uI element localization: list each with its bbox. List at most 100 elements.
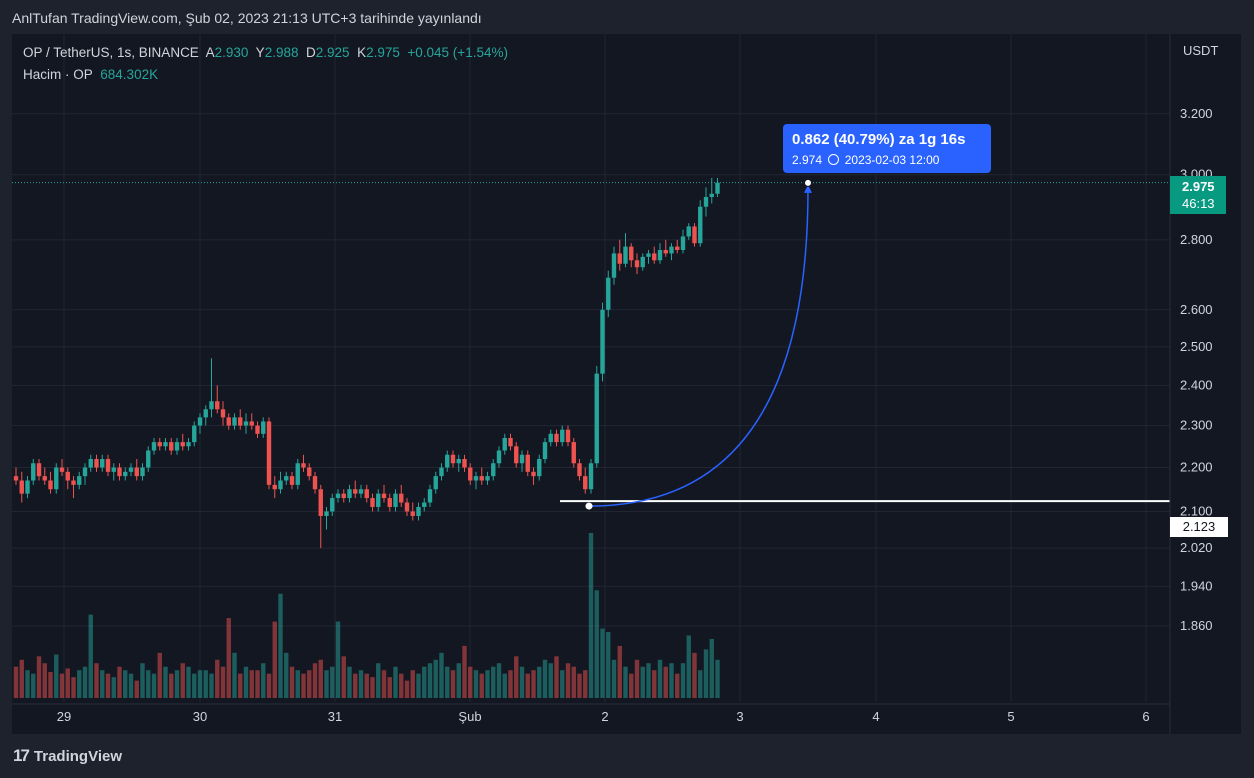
candle-body (634, 260, 640, 268)
horizontal-line-price-tag[interactable]: 2.123 (1170, 517, 1228, 537)
volume-bar (468, 666, 473, 698)
measure-price: 2.974 (792, 153, 823, 167)
volume-bar (611, 659, 617, 698)
candle-body (646, 253, 651, 257)
volume-bar (48, 671, 53, 698)
candle-body (318, 489, 323, 516)
candle-body (410, 511, 415, 516)
price-tick-label: 1.860 (1180, 618, 1213, 633)
volume-bar (445, 666, 450, 698)
volume-bar (312, 663, 318, 698)
price-tick-label: 2.020 (1180, 540, 1213, 555)
time-tick-label: 29 (57, 709, 71, 724)
volume-bar (186, 666, 191, 698)
candle-body (560, 429, 565, 443)
current-price-tag[interactable]: 2.975 46:13 (1170, 176, 1226, 214)
volume-bar (387, 677, 392, 698)
volume-bar (335, 621, 341, 698)
brand-footer[interactable]: 17 TradingView (13, 746, 122, 766)
volume-bar (703, 649, 709, 698)
volume-bar (31, 673, 36, 698)
measure-label[interactable]: 0.862 (40.79%) za 1g 16s 2.974 2023-02-0… (783, 124, 991, 173)
volume-bar (105, 673, 111, 698)
tradingview-logo-icon: 17 (13, 746, 30, 765)
time-tick-label: 31 (328, 709, 342, 724)
measure-headline: 0.862 (40.79%) za 1g 16s (792, 131, 966, 148)
price-tick-label: 3.200 (1180, 106, 1213, 121)
volume-bar (519, 666, 525, 698)
volume-bar (295, 670, 300, 698)
price-tick-label: 2.400 (1180, 377, 1213, 392)
volume-bar (128, 673, 134, 698)
candle-body (289, 476, 295, 485)
symbol-name[interactable]: OP / TetherUS, 1s, BINANCE (23, 45, 199, 60)
volume-bar (439, 652, 444, 698)
volume-bar (226, 618, 231, 698)
candle-body (393, 493, 398, 507)
candle-body (117, 467, 122, 477)
volume-bar (330, 666, 335, 698)
volume-bar (548, 663, 553, 698)
candle-body (376, 493, 381, 507)
candle-body (324, 511, 329, 516)
volume-bar (318, 659, 323, 698)
candle-body (531, 471, 536, 477)
volume-bar (13, 666, 19, 698)
volume-bar (663, 666, 668, 698)
volume-bar (180, 663, 185, 698)
volume-bar (686, 635, 691, 698)
time-tick-label: 6 (1142, 709, 1149, 724)
candle-body (13, 476, 19, 481)
candle-body (686, 226, 691, 237)
change-value: +0.045 (+1.54%) (407, 45, 508, 60)
volume-bar (364, 673, 369, 698)
time-tick-label: 3 (736, 709, 743, 724)
open-value: 2.930 (214, 45, 249, 60)
volume-bar (203, 670, 208, 698)
chart-svg[interactable]: 3.2003.0002.8002.6002.5002.4002.3002.200… (12, 34, 1241, 734)
volume-bar (65, 668, 70, 698)
price-tick-label: 2.600 (1180, 302, 1213, 317)
candle-body (105, 458, 111, 472)
candle-body (525, 454, 530, 472)
price-tick-label: 2.500 (1180, 339, 1213, 354)
volume-bar (577, 673, 582, 698)
candle-body (519, 454, 525, 464)
volume-bar (404, 680, 410, 698)
candle-body (508, 437, 513, 447)
volume-bar (341, 656, 346, 698)
candle-body (330, 498, 335, 512)
candle-body (565, 429, 571, 443)
candle-body (65, 471, 70, 481)
candle-body (272, 484, 277, 490)
candle-body (709, 193, 714, 197)
volume-bar (174, 670, 180, 698)
volume-bar (565, 663, 571, 698)
candle-body (468, 467, 473, 481)
volume-value: 684.302K (100, 67, 159, 82)
candle-body (583, 476, 588, 490)
chart-frame[interactable]: 3.200 3.000 2.800 2.600 2.500 2.400 2.300 2.200… (12, 34, 1241, 734)
volume-bars (13, 533, 720, 698)
candle-body (31, 463, 36, 481)
volume-bar (554, 656, 559, 698)
candle-body (456, 458, 461, 464)
candle-body (537, 458, 542, 477)
candle-body (381, 493, 387, 499)
high-label: Y (255, 45, 265, 60)
volume-label[interactable]: Hacim · OP (23, 67, 93, 82)
candle-body (640, 256, 645, 268)
candle-body (140, 467, 145, 477)
volume-bar (634, 659, 640, 698)
volume-bar (163, 666, 168, 698)
volume-bar (491, 666, 496, 698)
volume-bar (59, 673, 65, 698)
volume-bar (399, 673, 404, 698)
volume-bar (680, 663, 686, 698)
candle-body (542, 442, 548, 459)
publish-caption: AnlTufan TradingView.com, Şub 02, 2023 2… (12, 10, 482, 26)
high-value: 2.988 (264, 45, 299, 60)
candle-body (657, 250, 663, 261)
volume-bar (381, 670, 387, 698)
volume-bar (272, 621, 277, 698)
